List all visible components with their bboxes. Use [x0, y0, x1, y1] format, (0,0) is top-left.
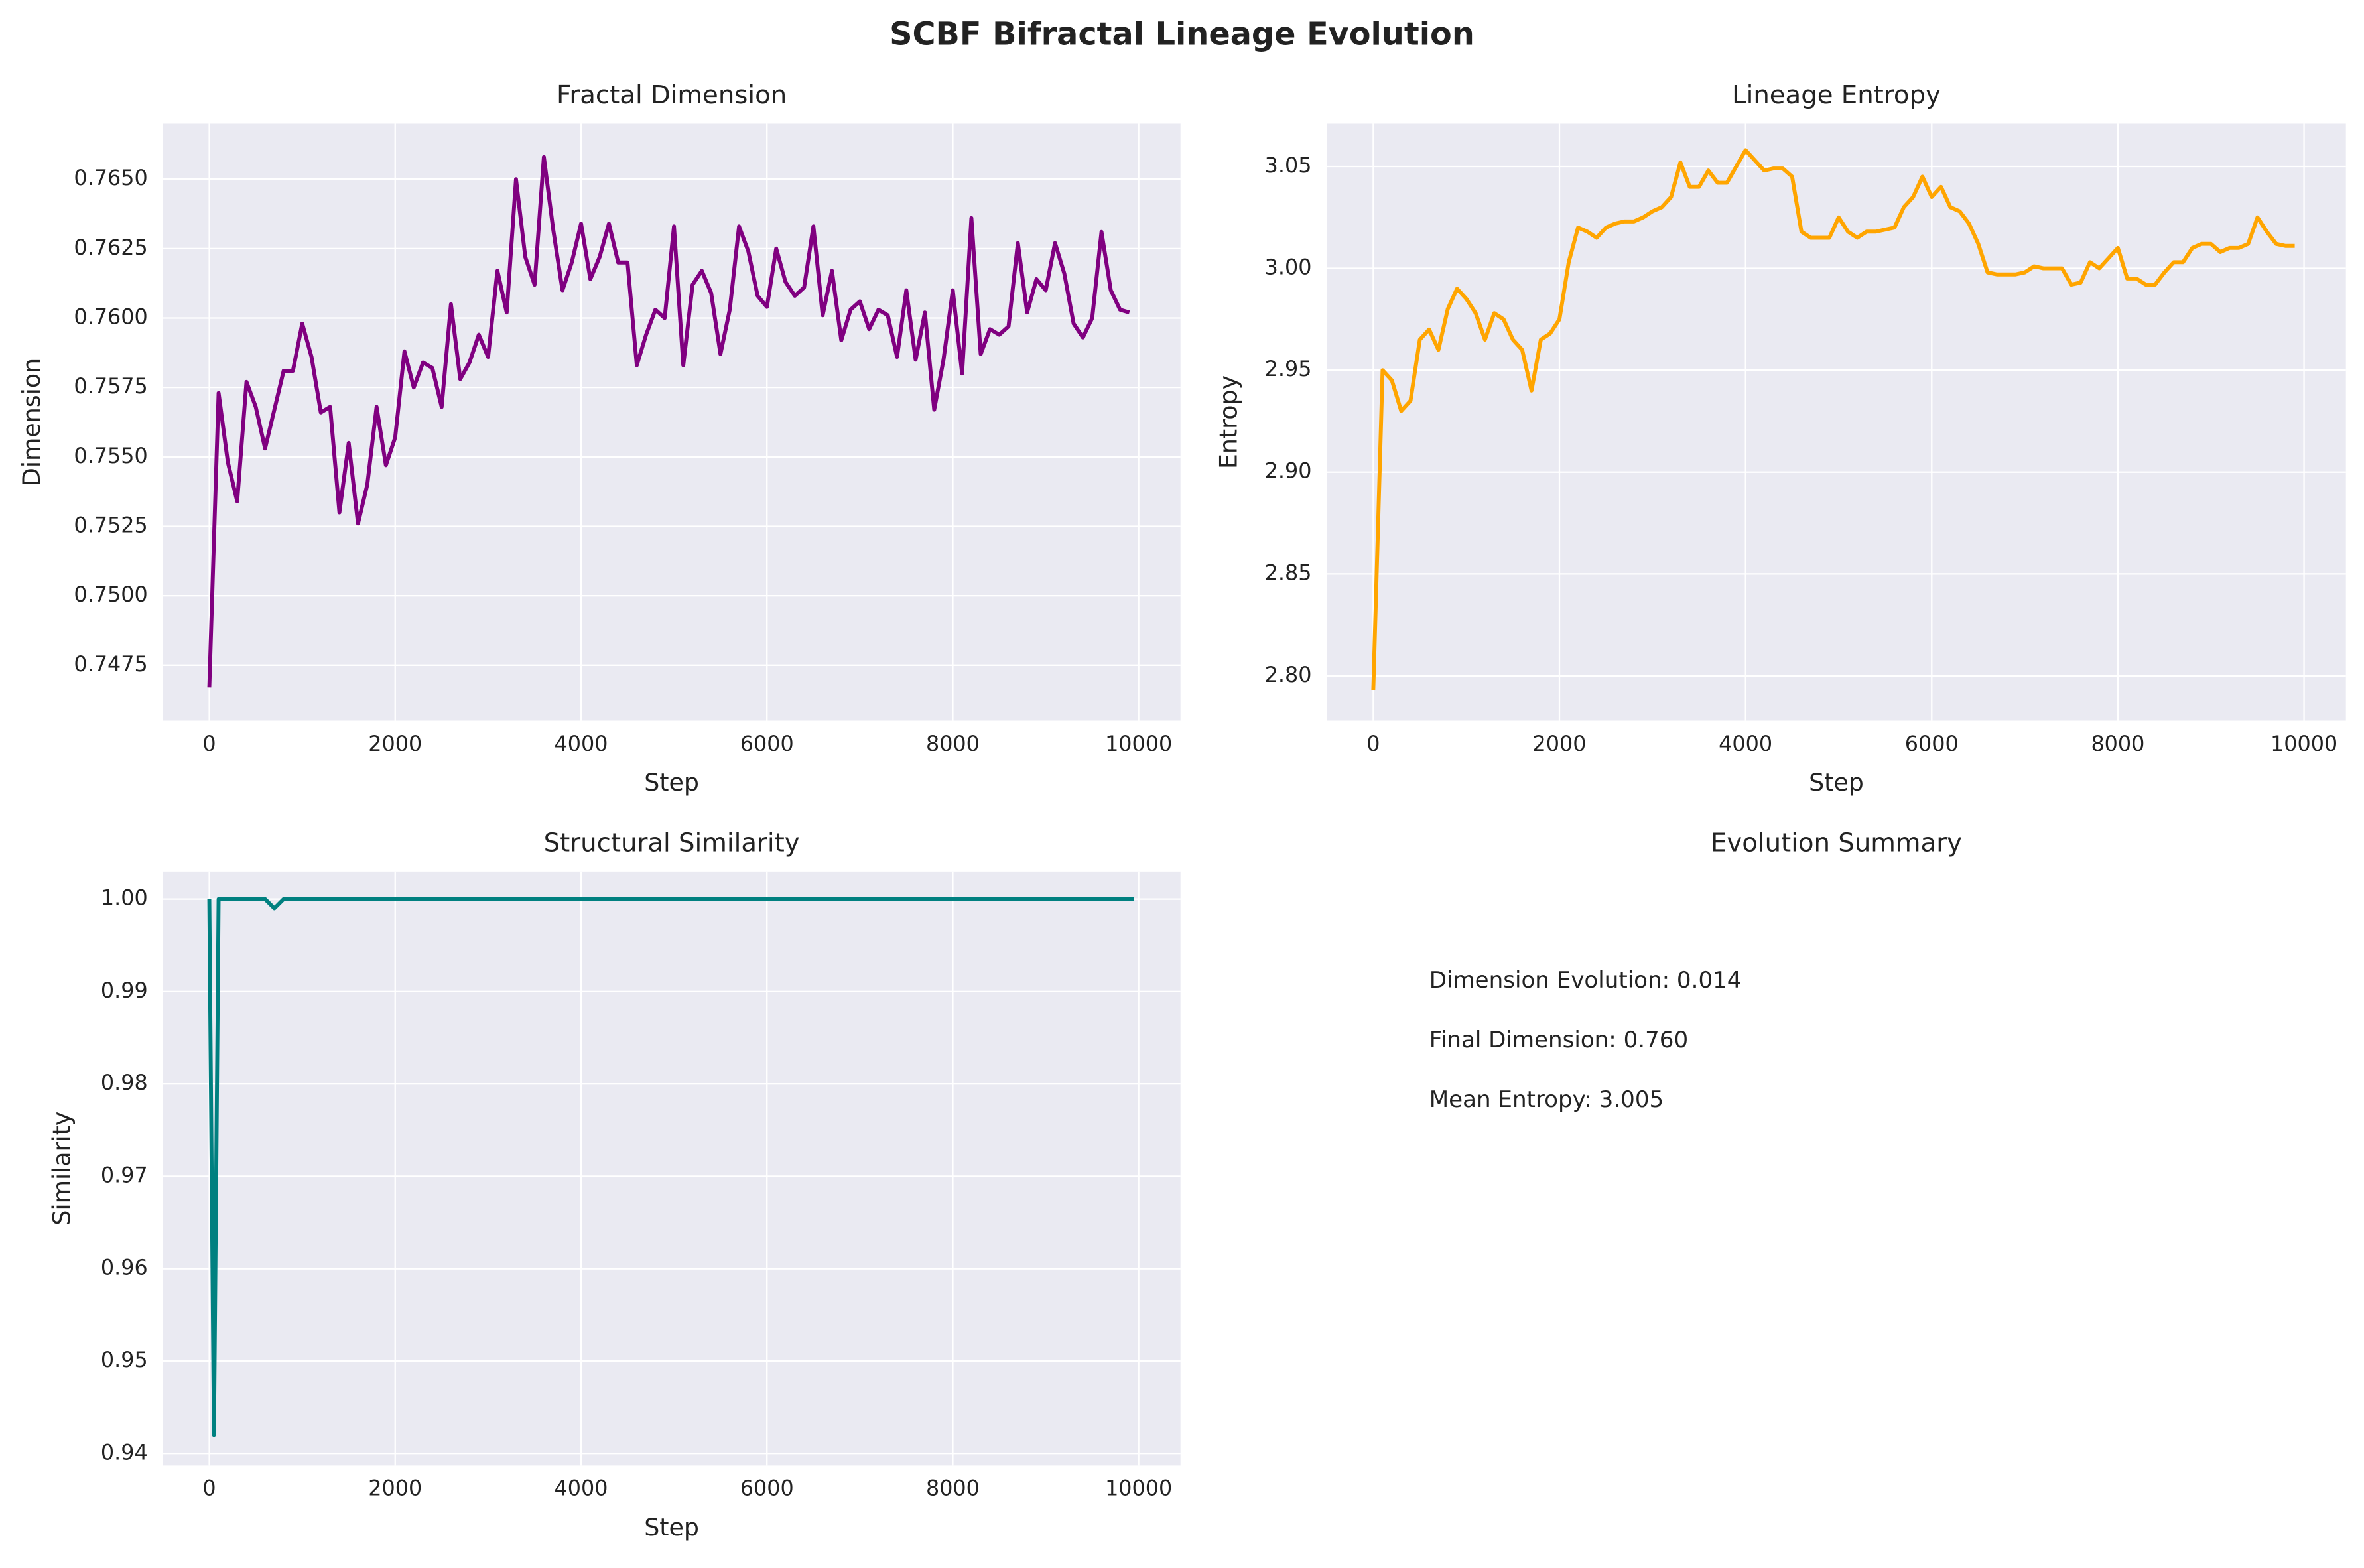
y-tick-label: 0.7500 [74, 582, 147, 607]
y-tick-label: 0.98 [101, 1070, 148, 1095]
chart-title: Structural Similarity [544, 828, 800, 858]
x-tick-label: 6000 [740, 1476, 794, 1501]
summary-line: Final Dimension: 0.760 [1429, 1027, 1688, 1053]
y-tick-label: 0.99 [101, 978, 148, 1003]
data-line [207, 155, 1130, 688]
y-tick-label: 2.80 [1265, 662, 1312, 687]
x-tick-label: 0 [1366, 731, 1380, 756]
x-tick-label: 4000 [555, 1476, 608, 1501]
x-tick-label: 6000 [740, 731, 794, 756]
x-tick-label: 10000 [1105, 731, 1172, 756]
y-tick-label: 3.05 [1265, 153, 1312, 178]
y-tick-label: 0.7575 [74, 373, 147, 399]
y-tick-label: 2.85 [1265, 560, 1312, 585]
plot-area [163, 123, 1181, 721]
y-tick-label: 2.95 [1265, 356, 1312, 381]
x-tick-label: 6000 [1905, 731, 1959, 756]
figure-title: SCBF Bifractal Lineage Evolution [889, 17, 1475, 53]
x-tick-label: 4000 [555, 731, 608, 756]
y-axis-label: Dimension [17, 358, 46, 486]
x-tick-label: 2000 [368, 1476, 422, 1501]
summary-line: Dimension Evolution: 0.014 [1429, 967, 1742, 994]
y-tick-label: 0.7650 [74, 165, 147, 190]
y-tick-label: 0.7550 [74, 443, 147, 468]
y-tick-label: 0.95 [101, 1347, 148, 1372]
y-tick-label: 0.97 [101, 1162, 148, 1187]
plot-area [1327, 123, 2346, 721]
x-tick-label: 10000 [2270, 731, 2337, 756]
x-tick-label: 2000 [1533, 731, 1587, 756]
x-axis-label: Step [644, 768, 699, 797]
chart-title: Lineage Entropy [1732, 80, 1941, 110]
plot-area [163, 871, 1181, 1466]
x-axis-label: Step [1809, 768, 1864, 797]
x-tick-label: 8000 [926, 731, 980, 756]
x-tick-label: 2000 [368, 731, 422, 756]
summary-title: Evolution Summary [1711, 828, 1962, 858]
y-tick-label: 3.00 [1265, 255, 1312, 280]
chart-title: Fractal Dimension [557, 80, 787, 110]
y-tick-label: 0.94 [101, 1439, 148, 1465]
y-tick-label: 0.7625 [74, 235, 147, 260]
y-axis-label: Similarity [47, 1112, 76, 1226]
y-tick-label: 2.90 [1265, 458, 1312, 484]
summary-line: Mean Entropy: 3.005 [1429, 1086, 1664, 1113]
x-tick-label: 10000 [1105, 1476, 1172, 1501]
x-tick-label: 8000 [926, 1476, 980, 1501]
y-tick-label: 1.00 [101, 885, 148, 911]
data-line [1371, 148, 2295, 690]
x-tick-label: 0 [202, 731, 216, 756]
y-axis-label: Entropy [1215, 375, 1243, 469]
y-tick-label: 0.7525 [74, 512, 147, 537]
data-line [207, 897, 1134, 1437]
x-tick-label: 0 [202, 1476, 216, 1501]
x-axis-label: Step [644, 1513, 699, 1541]
x-tick-label: 4000 [1719, 731, 1772, 756]
y-tick-label: 0.96 [101, 1255, 148, 1280]
y-tick-label: 0.7475 [74, 651, 147, 677]
x-tick-label: 8000 [2091, 731, 2144, 756]
y-tick-label: 0.7600 [74, 304, 147, 329]
